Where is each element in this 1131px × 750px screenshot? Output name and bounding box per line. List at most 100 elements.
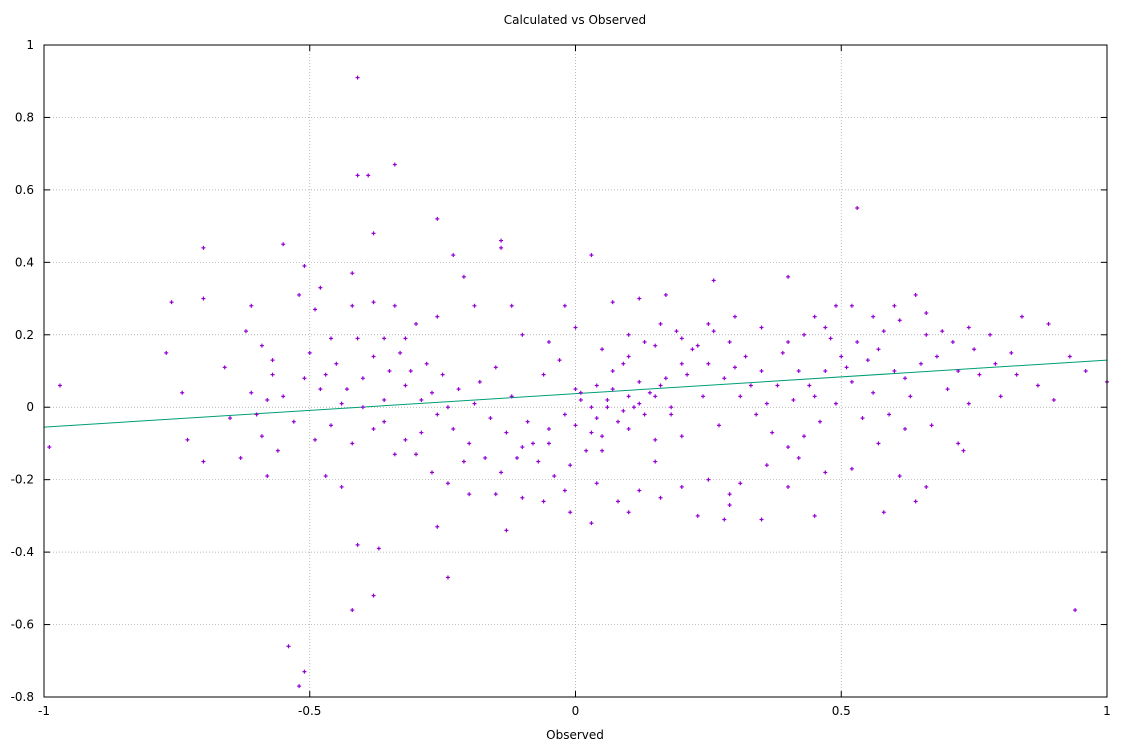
data-point [467,441,472,446]
data-point [589,405,594,410]
data-point [451,426,456,431]
data-point [674,329,679,334]
data-point [727,340,732,345]
data-point [786,274,791,279]
data-point [509,303,514,308]
data-point [1009,350,1014,355]
data-point [557,358,562,363]
data-point [461,459,466,464]
data-point [429,470,434,475]
data-point [876,347,881,352]
data-point [329,336,334,341]
data-point [849,303,854,308]
data-point [355,336,360,341]
data-point [387,369,392,373]
data-point [329,423,334,428]
data-point [1035,383,1040,388]
data-point [270,372,275,377]
data-point [371,231,376,236]
data-point [546,426,551,431]
data-point [934,354,939,359]
data-point [631,405,636,410]
data-point [307,350,312,355]
data-point [833,401,838,406]
data-point [201,296,206,301]
data-point [201,459,206,464]
data-point [594,383,599,388]
data-point [663,376,668,381]
data-point [998,394,1003,399]
data-point [568,510,573,515]
data-point [578,390,583,395]
data-point [392,452,397,457]
data-point [892,369,897,373]
data-point [610,369,615,373]
data-point [610,300,615,305]
data-point [451,253,456,258]
data-point [881,510,886,515]
data-point [552,474,557,479]
data-point [748,383,753,388]
data-point [637,401,642,406]
data-point [823,369,828,373]
data-point [812,314,817,319]
data-point [339,484,344,489]
data-point [419,430,424,435]
data-point [350,303,355,308]
data-point [903,426,908,431]
data-point [185,437,190,442]
data-point [355,173,360,178]
data-point [812,394,817,399]
data-point [732,365,737,370]
data-point [499,470,504,475]
data-point [456,387,461,392]
data-point [281,394,286,399]
data-point [908,394,913,399]
data-point [913,499,918,504]
y-tick-label: 0 [26,400,34,414]
data-point [626,510,631,515]
data-point [520,495,525,500]
data-point [419,397,424,402]
data-point [802,332,807,337]
data-point [350,271,355,276]
data-point [637,379,642,384]
data-point [546,441,551,446]
data-point [780,350,785,355]
x-tick-label: 1 [1103,704,1111,718]
y-tick-label: -0.2 [11,473,34,487]
data-point [823,470,828,475]
data-point [679,484,684,489]
data-point [1083,369,1088,373]
data-point [440,372,445,377]
data-point [313,307,318,312]
data-point [201,245,206,250]
data-point [924,311,929,316]
data-point [302,376,307,381]
data-point [180,390,185,395]
data-point [658,321,663,326]
data-point [743,354,748,359]
data-point [1067,354,1072,359]
data-point [616,499,621,504]
y-tick-label: -0.8 [11,690,34,704]
data-point [297,684,302,689]
data-point [977,372,982,377]
data-point [876,441,881,446]
data-point [429,390,434,395]
data-point [270,358,275,363]
data-point [647,390,652,395]
data-point [897,318,902,323]
data-point [828,336,833,341]
data-point [913,292,918,297]
data-point [222,365,227,370]
data-point [243,329,248,334]
data-point [398,350,403,355]
data-point [1019,314,1024,319]
data-point [323,474,328,479]
data-point [578,397,583,402]
data-point [685,372,690,377]
data-point [472,401,477,406]
data-point [334,361,339,366]
data-point [382,419,387,424]
